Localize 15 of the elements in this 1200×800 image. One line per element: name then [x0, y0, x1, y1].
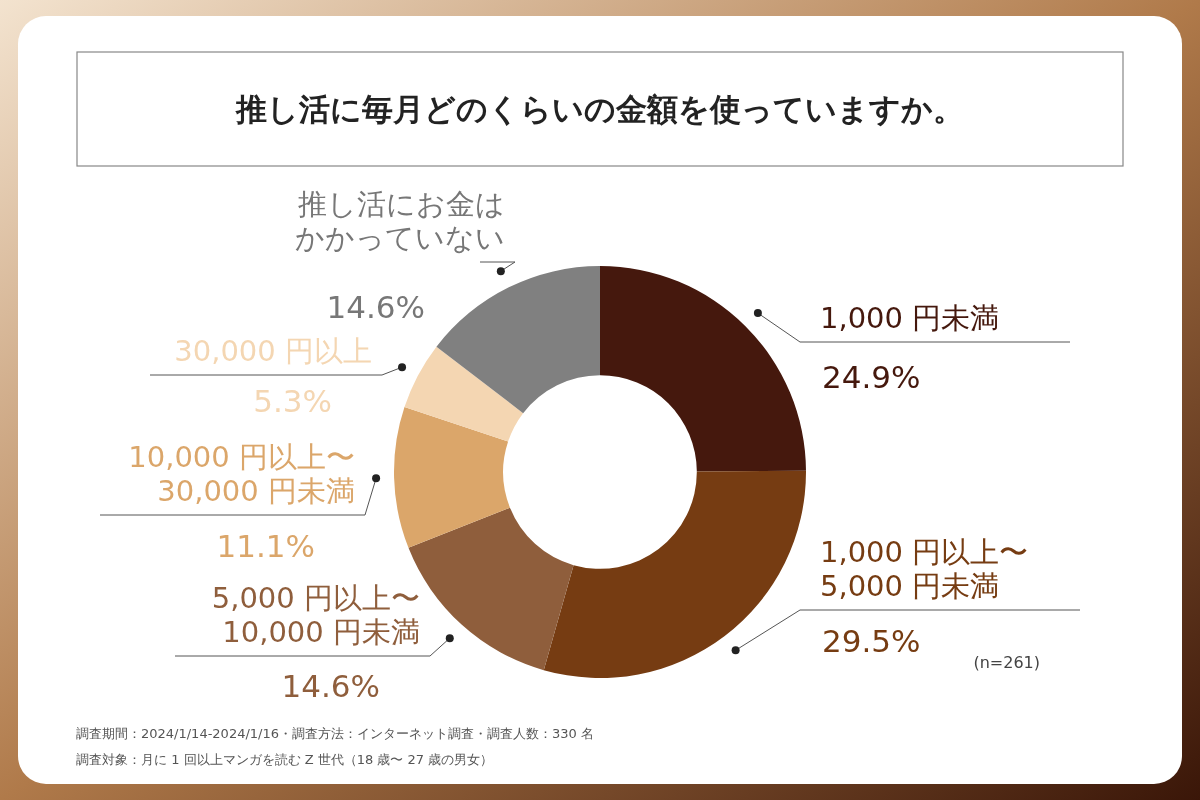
slice-label: 5,000 円以上〜10,000 円未満	[211, 581, 420, 649]
data-label: 24.9%	[822, 359, 921, 395]
text: 調査期間：2024/1/14-2024/1/16・調査方法：インターネット調査・調査人数：330 名	[76, 726, 594, 741]
data-label: 14.6%	[281, 668, 380, 704]
slice-label: 推し活にお金はかかっていない	[295, 187, 505, 255]
chart-title: 推し活に毎月どのくらいの金額を使っていますか。	[235, 91, 964, 127]
data-label: 5.3%	[253, 383, 332, 419]
data-label: 11.1%	[216, 528, 315, 564]
text: 調査対象：月に 1 回以上マンガを読む Z 世代（18 歳〜 27 歳の男女）	[76, 752, 494, 767]
data-label: 29.5%	[822, 623, 921, 659]
data-label: 14.6%	[326, 289, 425, 325]
slice-label: 1,000 円未満	[820, 301, 1000, 335]
slice-label: 30,000 円以上	[174, 334, 372, 368]
slice-label: 1,000 円以上〜5,000 円未満	[820, 535, 1029, 603]
slice-label: 10,000 円以上〜30,000 円未満	[128, 440, 355, 508]
